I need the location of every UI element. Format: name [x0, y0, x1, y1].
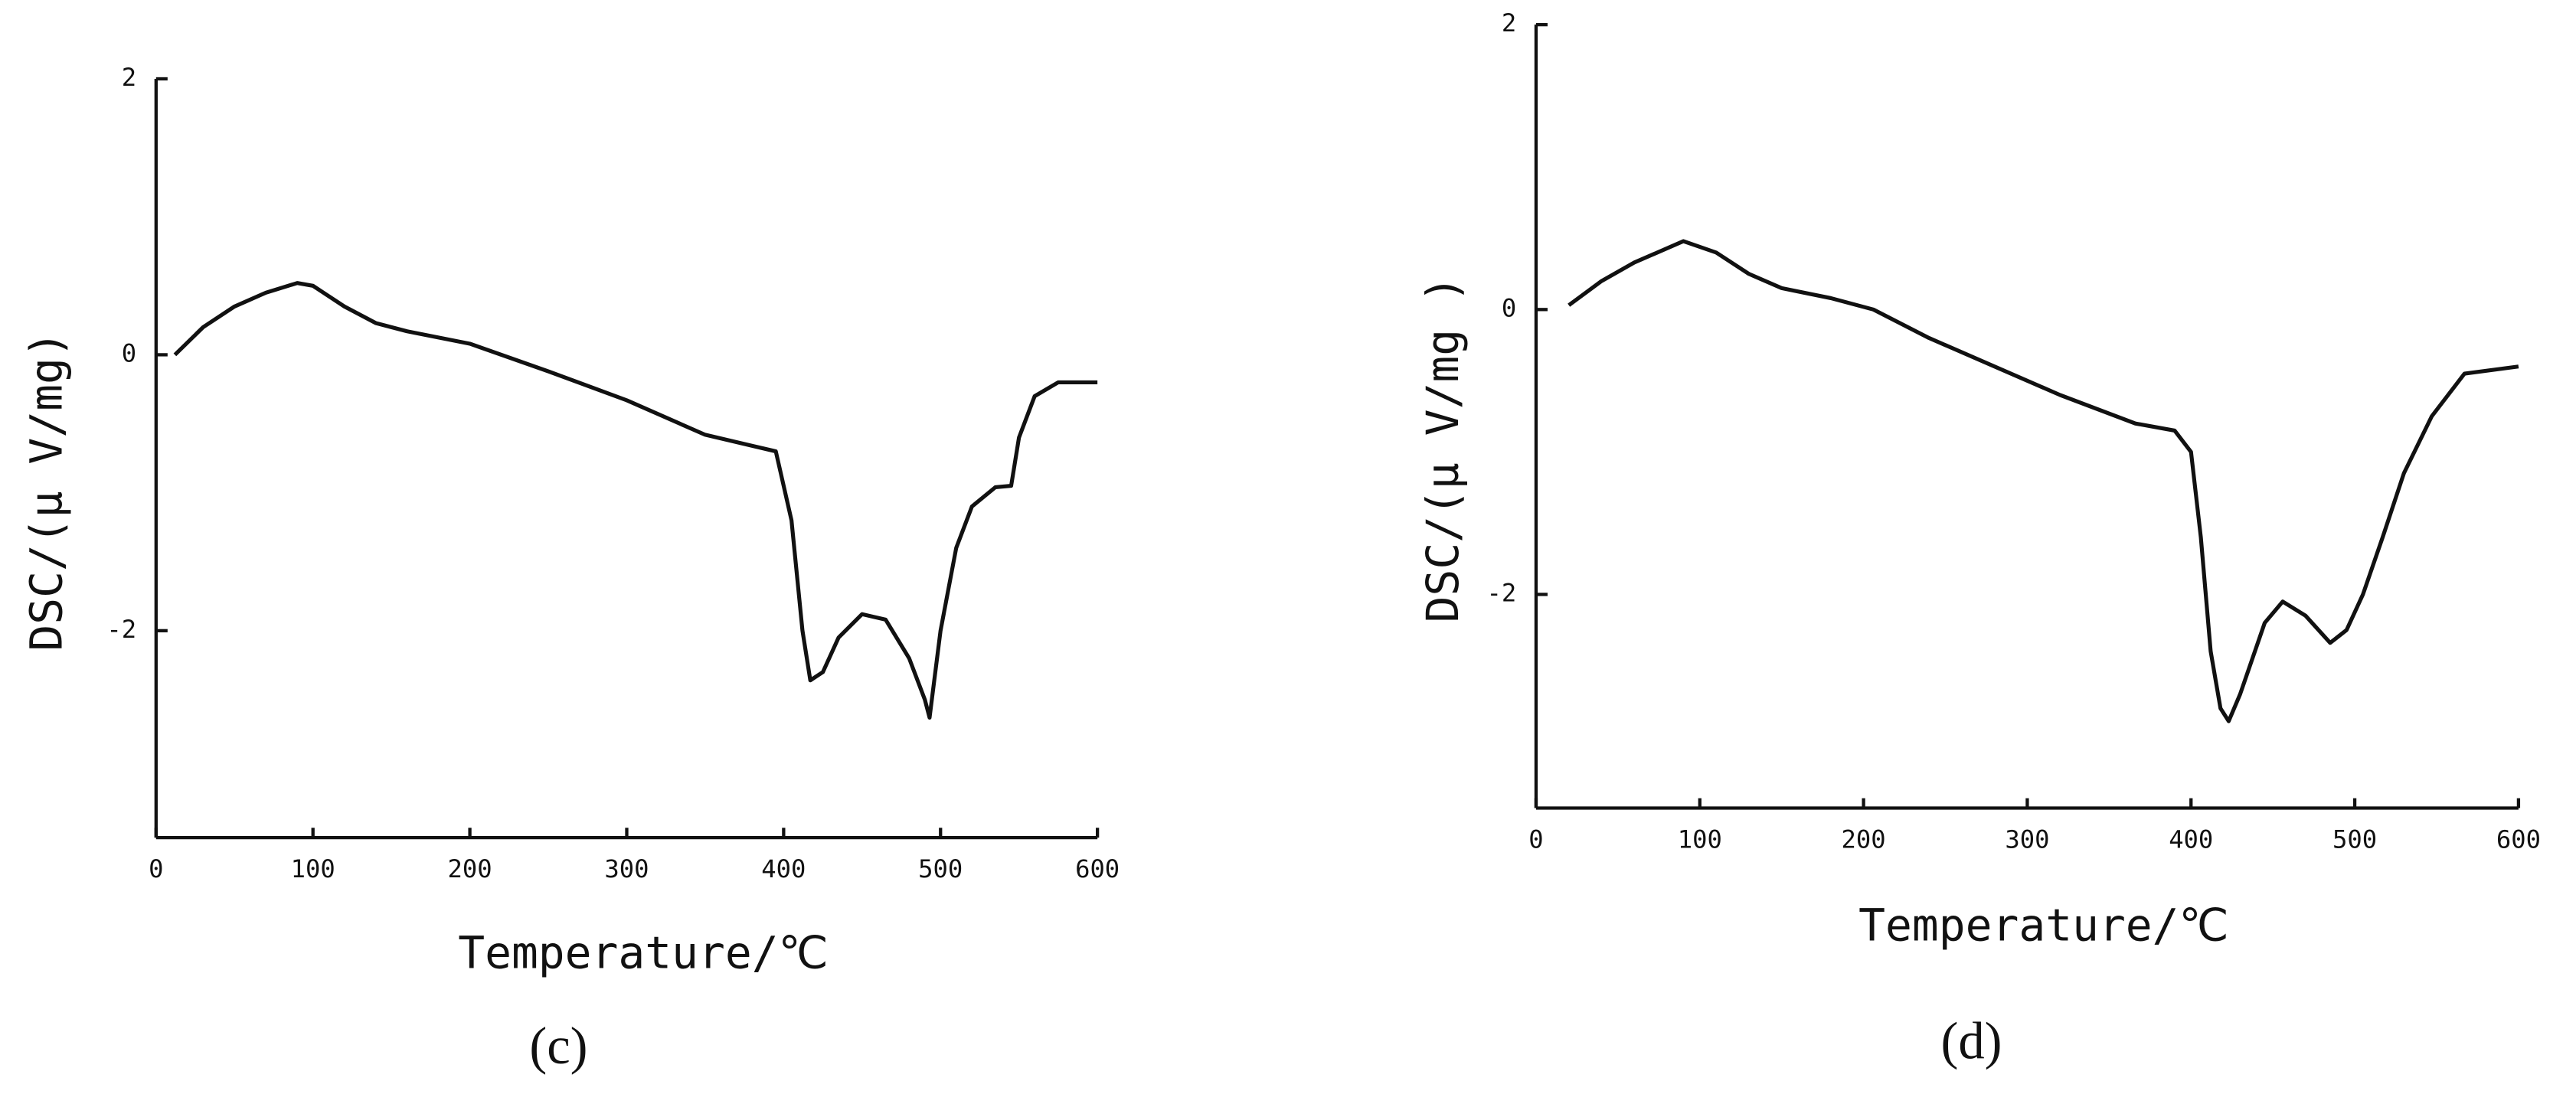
x-axis-label: Temperature/℃ — [1858, 899, 2228, 951]
y-axis-label: DSC/(μ V/mg) — [20, 331, 72, 651]
y-tick-label: 0 — [1502, 293, 1516, 322]
x-tick-label: 100 — [1678, 825, 1722, 854]
y-tick-label: 2 — [1502, 8, 1516, 38]
x-tick-label: 400 — [761, 854, 806, 883]
x-tick-label: 600 — [1075, 854, 1120, 883]
panel-caption: (c) — [529, 1017, 587, 1075]
panel-caption: (d) — [1940, 1011, 2002, 1069]
x-axis-label: Temperature/℃ — [458, 927, 828, 979]
x-tick-label: 500 — [2332, 825, 2377, 854]
x-tick-label: 0 — [149, 854, 163, 883]
x-tick-label: 0 — [1528, 825, 1543, 854]
y-tick-label: 2 — [122, 63, 136, 92]
x-tick-label: 400 — [2169, 825, 2213, 854]
x-tick-label: 300 — [604, 854, 649, 883]
y-tick-label: -2 — [106, 615, 136, 644]
x-tick-label: 300 — [2005, 825, 2049, 854]
x-tick-label: 200 — [1842, 825, 1886, 854]
x-tick-label: 600 — [2496, 825, 2541, 854]
y-tick-label: 0 — [122, 338, 136, 367]
x-tick-label: 100 — [291, 854, 335, 883]
x-tick-label: 500 — [918, 854, 963, 883]
data-line — [173, 281, 1098, 720]
y-tick-label: -2 — [1486, 578, 1516, 607]
data-line — [1568, 239, 2519, 723]
y-axis-label: DSC/(μ V/mg ) — [1417, 276, 1469, 622]
x-tick-label: 200 — [448, 854, 492, 883]
